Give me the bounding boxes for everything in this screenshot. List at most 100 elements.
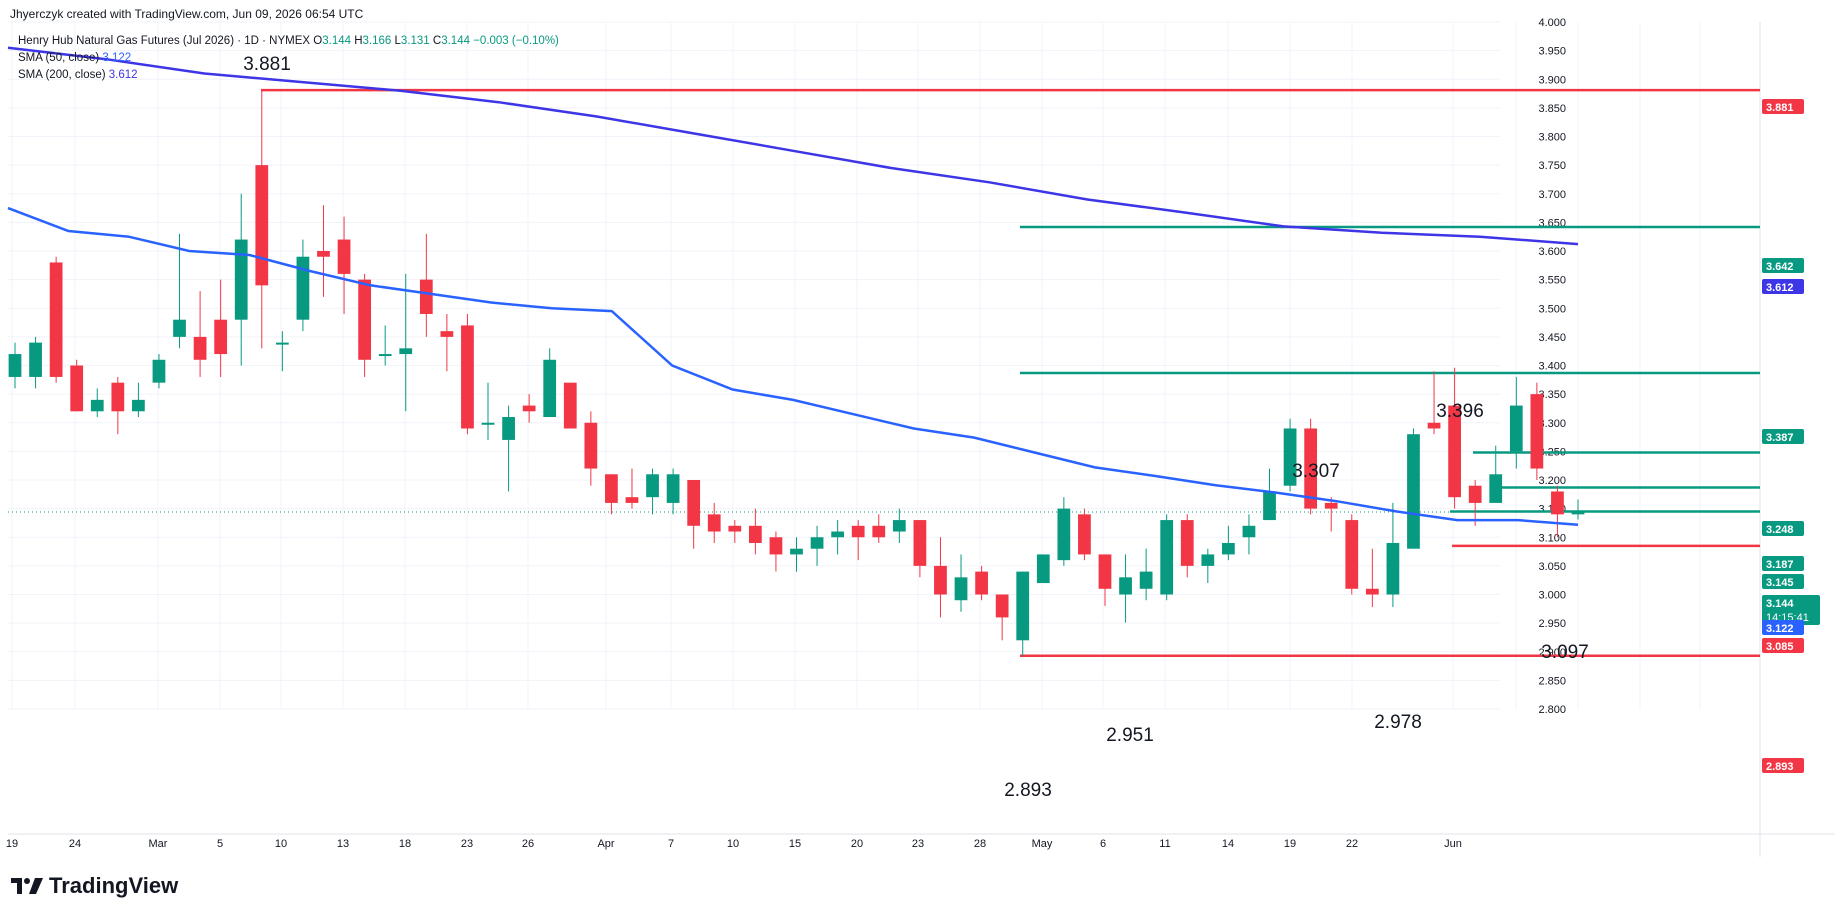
candle-body[interactable] — [1139, 571, 1153, 589]
candle-body[interactable] — [563, 382, 577, 429]
candle-body[interactable] — [605, 474, 618, 503]
candle-body[interactable] — [769, 537, 783, 555]
candle-body[interactable] — [1283, 428, 1297, 486]
candle-body[interactable] — [481, 422, 495, 425]
candle-body[interactable] — [851, 525, 865, 538]
candle-body[interactable] — [193, 336, 207, 360]
price-tag[interactable]: 3.187 — [1762, 556, 1804, 571]
candle-body[interactable] — [29, 342, 42, 377]
candle-body[interactable] — [707, 514, 721, 532]
candle-body[interactable] — [90, 399, 104, 412]
candle-body[interactable] — [1098, 554, 1112, 589]
candle-body[interactable] — [1160, 520, 1174, 595]
candle-body[interactable] — [646, 474, 659, 498]
candle-body[interactable] — [214, 319, 228, 355]
sma50-line[interactable] — [7, 206, 1579, 526]
candle-body[interactable] — [399, 348, 413, 355]
candle-body[interactable] — [1016, 571, 1030, 641]
candle-body[interactable] — [1530, 394, 1544, 469]
sma200-line[interactable] — [7, 46, 1579, 246]
candle-body[interactable] — [748, 525, 762, 543]
candle-body[interactable] — [275, 342, 289, 345]
candle-body[interactable] — [1345, 520, 1359, 589]
candle-body[interactable] — [687, 480, 701, 526]
candle-body[interactable] — [892, 520, 906, 532]
candle-body[interactable] — [111, 382, 125, 412]
candle-body[interactable] — [728, 525, 742, 532]
price-tag[interactable]: 3.122 — [1762, 620, 1804, 635]
candle-body[interactable] — [1551, 491, 1564, 515]
candle-body[interactable] — [831, 531, 845, 538]
candle-body[interactable] — [1036, 554, 1050, 584]
candle-body[interactable] — [1386, 542, 1400, 595]
candle-body[interactable] — [1365, 588, 1379, 595]
candle-body[interactable] — [234, 239, 248, 320]
tradingview-logo[interactable]: TradingView — [11, 873, 178, 899]
candle-body[interactable] — [1448, 405, 1461, 498]
symbol-legend[interactable]: Henry Hub Natural Gas Futures (Jul 2026)… — [18, 35, 559, 47]
candle-body[interactable] — [358, 279, 371, 360]
candle-body[interactable] — [1324, 502, 1338, 509]
candle-body[interactable] — [790, 548, 803, 555]
price-tag[interactable]: 3.145 — [1762, 574, 1804, 589]
price-tag[interactable]: 3.881 — [1762, 99, 1804, 114]
candle-body[interactable] — [1407, 434, 1420, 549]
candle-body[interactable] — [954, 577, 968, 601]
candle-body[interactable] — [810, 537, 824, 549]
candle-body[interactable] — [625, 497, 639, 503]
candle-body[interactable] — [70, 365, 84, 412]
annotation-label: 3.307 — [1292, 461, 1340, 482]
candle-body[interactable] — [440, 331, 454, 337]
price-tag-bg — [1762, 258, 1804, 273]
candle-body[interactable] — [255, 165, 269, 286]
candle-body[interactable] — [317, 251, 330, 257]
candle-body[interactable] — [296, 256, 310, 320]
candle-body[interactable] — [543, 359, 557, 418]
candle-body[interactable] — [502, 417, 515, 440]
price-tag[interactable]: 3.085 — [1762, 638, 1804, 653]
candle-body[interactable] — [1427, 422, 1441, 429]
price-tag[interactable]: 2.893 — [1762, 758, 1804, 773]
sma200-legend[interactable]: SMA (200, close) 3.612 — [18, 69, 138, 81]
candle-body[interactable] — [152, 359, 166, 383]
price-tag[interactable]: 3.387 — [1762, 429, 1804, 444]
candle-body[interactable] — [995, 594, 1009, 618]
candle-body[interactable] — [49, 262, 63, 377]
candle-body[interactable] — [1180, 520, 1194, 566]
candle-body[interactable] — [934, 565, 947, 595]
candle-body[interactable] — [1119, 577, 1132, 595]
candle-body[interactable] — [461, 325, 474, 429]
y-tick-label: 3.850 — [1538, 103, 1566, 115]
candle-body[interactable] — [378, 354, 392, 357]
candle-body[interactable] — [1509, 405, 1523, 452]
x-tick-label: 23 — [461, 838, 473, 850]
candle-body[interactable] — [419, 279, 433, 314]
candle-body[interactable] — [1078, 514, 1091, 555]
candle-body[interactable] — [1571, 512, 1585, 515]
candle-body[interactable] — [872, 525, 886, 538]
candle-body[interactable] — [1263, 491, 1276, 521]
candle-body[interactable] — [1222, 542, 1235, 555]
candle-body[interactable] — [913, 520, 927, 566]
candle-body[interactable] — [337, 239, 351, 274]
candle-body[interactable] — [1304, 428, 1318, 509]
candle-body[interactable] — [1057, 508, 1071, 561]
candle-body[interactable] — [1201, 554, 1215, 566]
candle-body[interactable] — [1468, 485, 1482, 503]
candle-body[interactable] — [132, 399, 145, 412]
sma50-legend[interactable]: SMA (50, close) 3.122 — [18, 52, 131, 64]
candle-body[interactable] — [975, 571, 988, 595]
candle-body[interactable] — [522, 405, 536, 412]
candle-body[interactable] — [666, 474, 680, 503]
candle-body[interactable] — [1489, 474, 1503, 503]
candle-body[interactable] — [584, 422, 598, 469]
price-tag[interactable]: 3.642 — [1762, 258, 1804, 273]
candle-body[interactable] — [1242, 525, 1256, 538]
candle-body[interactable] — [173, 319, 186, 337]
price-axis[interactable]: 2.8002.8502.9002.9503.0003.0503.1003.150… — [1538, 17, 1761, 857]
time-axis[interactable]: 19 24 Mar 5 10 13 18 23 26 Apr 7 10 15 20 23 28 May 6 11 14… — [6, 833, 1835, 850]
price-tag[interactable]: 3.248 — [1762, 521, 1804, 536]
price-tag[interactable]: 3.612 — [1762, 279, 1804, 294]
candle-body[interactable] — [8, 354, 22, 377]
